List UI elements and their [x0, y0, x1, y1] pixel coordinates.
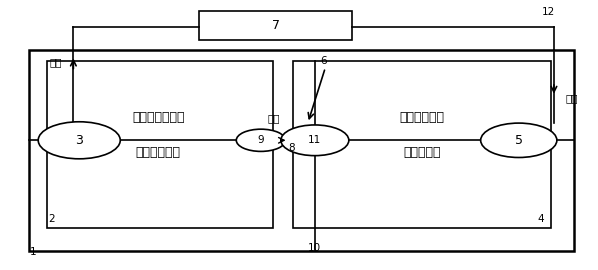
Text: 7: 7	[271, 19, 279, 32]
Text: 10: 10	[308, 243, 321, 253]
Text: 1: 1	[29, 247, 36, 257]
Text: 2: 2	[48, 214, 55, 224]
Text: 电子: 电子	[566, 93, 578, 103]
Text: 12: 12	[542, 7, 556, 17]
Text: 6: 6	[321, 56, 327, 66]
Text: 4: 4	[538, 214, 544, 224]
Bar	[47, 61, 273, 228]
Text: 电子: 电子	[268, 113, 280, 123]
Circle shape	[281, 125, 349, 156]
Text: 3: 3	[75, 134, 83, 147]
Text: 含有稳定剂的: 含有稳定剂的	[399, 111, 444, 124]
Circle shape	[38, 122, 120, 159]
Text: 的第一电解质: 的第一电解质	[136, 146, 181, 159]
Text: 8: 8	[288, 143, 295, 153]
Text: 5: 5	[515, 134, 523, 147]
Bar	[293, 61, 551, 228]
Text: 第二电解质: 第二电解质	[403, 146, 441, 159]
Text: 9: 9	[258, 135, 264, 145]
Text: 含有待检测物质: 含有待检测物质	[132, 111, 185, 124]
Bar	[29, 50, 575, 251]
Text: 电子: 电子	[49, 57, 62, 67]
Circle shape	[481, 123, 557, 157]
Circle shape	[236, 129, 285, 151]
Text: 11: 11	[308, 135, 322, 145]
Bar	[199, 11, 352, 40]
